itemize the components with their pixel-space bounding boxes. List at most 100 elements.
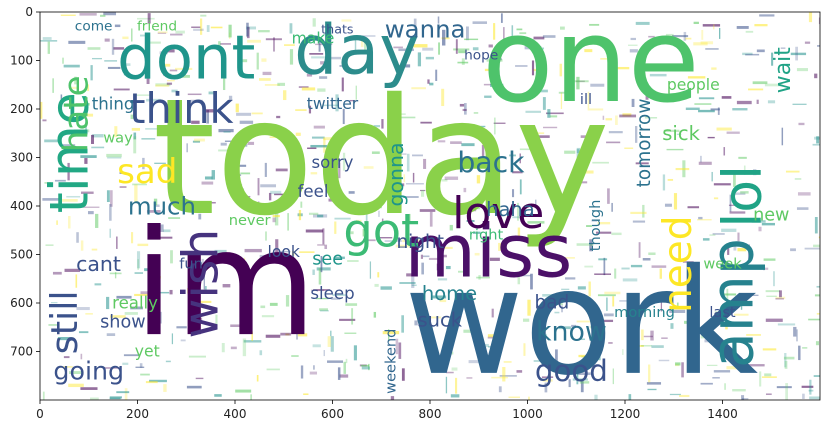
texture-mark (619, 300, 637, 302)
texture-mark (676, 302, 679, 309)
texture-mark (67, 162, 70, 181)
texture-mark (576, 76, 580, 90)
texture-mark (402, 64, 411, 68)
texture-mark (399, 282, 416, 284)
texture-mark (532, 135, 550, 138)
texture-mark (598, 351, 601, 361)
texture-mark (109, 315, 126, 318)
texture-mark (259, 350, 263, 356)
texture-mark (455, 39, 458, 54)
texture-mark (139, 363, 143, 368)
texture-mark (322, 228, 325, 245)
texture-mark (423, 158, 427, 169)
texture-mark (318, 268, 322, 285)
texture-mark (231, 176, 239, 180)
texture-mark (137, 17, 155, 20)
texture-mark (486, 59, 503, 62)
texture-mark (425, 56, 434, 60)
texture-mark (191, 120, 200, 124)
texture-mark (705, 48, 719, 50)
texture-mark (490, 83, 504, 88)
texture-mark (473, 112, 479, 114)
texture-mark (351, 308, 354, 325)
word-gonna: gonna (384, 142, 408, 206)
texture-mark (783, 356, 795, 360)
x-tick-label: 600 (321, 407, 344, 421)
texture-mark (109, 272, 122, 275)
texture-mark (713, 183, 731, 186)
texture-mark (576, 320, 594, 323)
texture-mark (729, 211, 746, 214)
texture-mark (134, 272, 144, 274)
texture-mark (417, 52, 422, 67)
texture-mark (349, 99, 356, 102)
texture-mark (650, 330, 654, 341)
texture-mark (622, 113, 632, 117)
texture-mark (222, 284, 231, 288)
word-right: right (469, 227, 504, 244)
texture-mark (513, 274, 531, 277)
texture-mark (124, 388, 128, 400)
texture-mark (109, 397, 121, 400)
texture-mark (311, 56, 325, 59)
texture-mark (73, 129, 90, 133)
texture-mark (552, 303, 564, 305)
texture-mark (403, 174, 406, 183)
texture-mark (816, 285, 820, 288)
texture-mark (685, 107, 700, 111)
texture-mark (698, 161, 712, 165)
texture-mark (339, 65, 348, 67)
texture-mark (44, 139, 61, 143)
texture-mark (269, 136, 288, 139)
texture-mark (155, 84, 170, 87)
texture-mark (741, 398, 749, 400)
texture-mark (558, 91, 573, 94)
texture-mark (240, 282, 250, 285)
texture-mark (193, 300, 212, 303)
texture-mark (759, 14, 775, 17)
texture-mark (440, 254, 447, 258)
texture-mark (171, 333, 174, 345)
texture-mark (764, 83, 783, 87)
texture-mark (509, 154, 516, 157)
texture-mark (107, 66, 121, 69)
texture-mark (437, 16, 440, 24)
texture-mark (78, 331, 89, 334)
texture-mark (50, 302, 58, 304)
texture-mark (395, 244, 413, 248)
texture-mark (260, 305, 266, 309)
texture-mark (646, 382, 662, 385)
texture-mark (170, 33, 183, 36)
texture-mark (564, 150, 576, 154)
texture-mark (264, 162, 267, 177)
texture-mark (291, 320, 303, 324)
texture-mark (508, 238, 524, 241)
texture-mark (364, 205, 382, 209)
texture-mark (62, 57, 64, 64)
x-tick-label: 1000 (512, 407, 543, 421)
texture-mark (780, 47, 786, 49)
texture-mark (81, 191, 94, 194)
texture-mark (779, 290, 782, 298)
texture-mark (134, 293, 151, 297)
texture-mark (163, 73, 172, 77)
texture-mark (580, 380, 584, 393)
texture-mark (612, 368, 614, 385)
texture-mark (413, 18, 417, 29)
texture-mark (192, 323, 195, 333)
texture-mark (802, 347, 808, 349)
texture-mark (247, 39, 261, 43)
texture-mark (523, 318, 530, 322)
texture-mark (716, 127, 732, 131)
texture-mark (761, 376, 777, 378)
texture-mark (414, 238, 425, 241)
texture-mark (341, 77, 344, 92)
texture-mark (700, 335, 715, 339)
word-one: one (482, 0, 700, 129)
texture-mark (145, 381, 158, 384)
texture-mark (214, 249, 227, 254)
texture-mark (700, 41, 714, 45)
texture-mark (673, 193, 678, 210)
texture-mark (457, 61, 469, 64)
